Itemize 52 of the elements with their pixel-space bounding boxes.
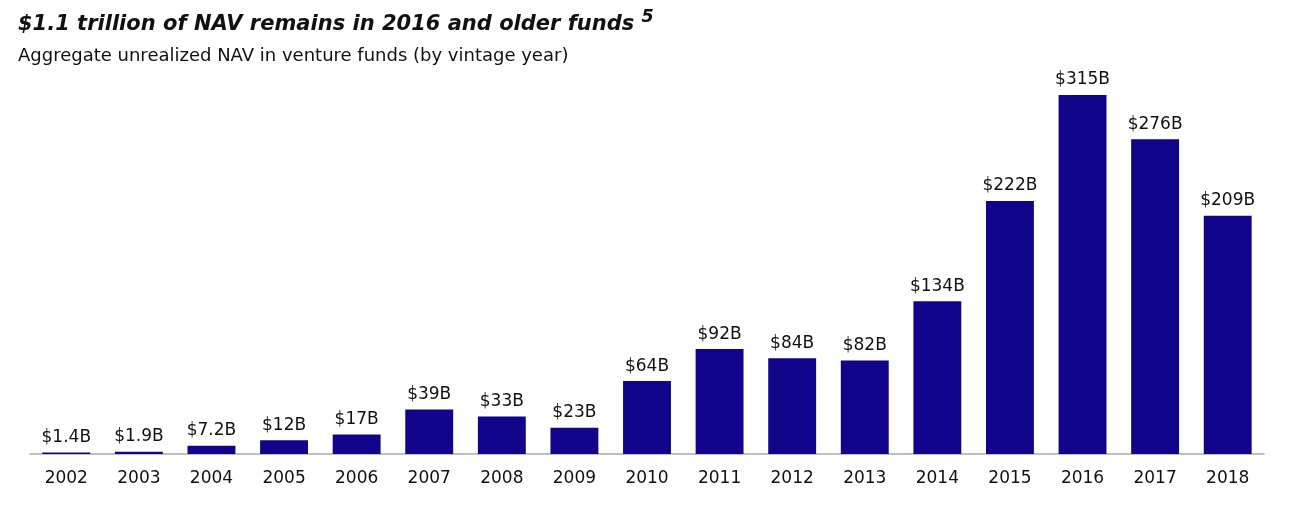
data-label: $1.4B	[41, 425, 92, 446]
x-tick-label: 2008	[480, 466, 524, 487]
bar	[477, 416, 526, 454]
x-tick-label: 2012	[770, 466, 814, 487]
bar	[1203, 215, 1252, 454]
bar	[550, 427, 599, 454]
bar	[985, 200, 1034, 454]
data-label: $134B	[909, 274, 965, 295]
data-label: $39B	[407, 383, 452, 404]
x-tick-label: 2007	[407, 466, 451, 487]
x-tick-label: 2014	[915, 466, 959, 487]
data-label: $82B	[842, 334, 887, 355]
x-tick-label: 2018	[1206, 466, 1250, 487]
x-tick-label: 2017	[1133, 466, 1177, 487]
bar	[1131, 139, 1180, 454]
x-tick-label: 2005	[262, 466, 306, 487]
x-tick-label: 2013	[843, 466, 887, 487]
data-label: $92B	[697, 322, 742, 343]
bar	[187, 445, 236, 454]
x-tick-label: 2003	[117, 466, 161, 487]
data-label: $315B	[1055, 68, 1110, 89]
data-label: $84B	[770, 331, 815, 352]
data-label: $17B	[334, 408, 379, 429]
data-label: $33B	[479, 389, 524, 410]
data-label: $12B	[262, 413, 307, 434]
bar	[695, 349, 744, 454]
chart-subtitle: Aggregate unrealized NAV in venture funds (by vintage year)	[18, 44, 569, 65]
bar	[114, 451, 163, 454]
data-label: $64B	[624, 354, 670, 375]
x-tick-label: 2015	[988, 466, 1032, 487]
data-label: $1.9B	[114, 425, 164, 446]
data-label: $276B	[1127, 112, 1183, 133]
bar	[332, 434, 381, 454]
bar	[768, 358, 817, 454]
bar	[405, 409, 454, 454]
chart-title: $1.1 trillion of NAV remains in 2016 and older funds $^{5}$	[18, 6, 654, 35]
bar	[840, 360, 889, 454]
bar	[913, 301, 962, 454]
x-tick-label: 2006	[335, 466, 379, 487]
bar	[623, 381, 671, 454]
x-tick-label: 2002	[44, 466, 88, 487]
data-label: $7.2B	[186, 419, 237, 440]
x-tick-label: 2009	[552, 466, 597, 487]
bar	[260, 440, 309, 454]
x-tick-label: 2016	[1060, 466, 1105, 487]
x-tick-label: 2004	[189, 466, 234, 487]
x-tick-label: 2010	[625, 466, 669, 487]
bar	[1058, 94, 1107, 454]
x-tick-label: 2011	[697, 466, 742, 487]
data-label: $23B	[552, 401, 597, 422]
data-label: $209B	[1200, 189, 1256, 210]
data-label: $222B	[982, 174, 1038, 195]
